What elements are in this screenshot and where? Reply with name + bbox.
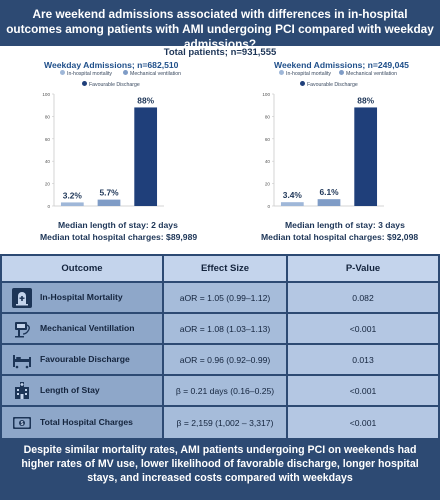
bar [60,202,84,206]
table-row-effect: β = 2,159 (1,002 – 3,317) [164,407,286,438]
legend-swatch [82,81,87,87]
table-row-effect: aOR = 0.96 (0.92–0.99) [164,345,286,374]
bar [280,202,304,206]
weekday-bar-chart: 0 20 40 60 80 100 3.2% 5.7% 88% [42,92,164,209]
column-header-effect-size: Effect Size [164,256,286,281]
outcome-label: Mechanical Ventillation [40,323,135,333]
y-tick-label: 100 [262,92,270,97]
weekday-median-charges: Median total hospital charges: $89,989 [40,232,198,242]
legend-mechanical-ventilation: Mechanical ventilation [123,70,182,77]
legend-label: Mechanical ventilation [130,71,182,77]
hospital-building-icon [15,381,29,399]
legend-mechanical-ventilation: Mechanical ventilation [339,70,398,77]
weekday-chart-title: Weekday Admissions; n=682,510 [44,60,179,70]
legend-swatch [60,70,65,76]
weekend-median-los: Median length of stay: 3 days [285,220,405,230]
legend-label: Mechanical ventilation [346,71,398,77]
legend-favourable-discharge: Favourable Discharge [300,81,358,88]
hospital-bed-icon [13,354,31,368]
table-row-p-value: <0.001 [288,376,438,405]
outcome-label: Length of Stay [40,385,100,395]
y-tick-label: 40 [45,159,51,164]
table-row-outcome: Favourable Discharge [2,345,162,374]
weekday-median-los: Median length of stay: 2 days [58,220,178,230]
table-row-effect: aOR = 1.05 (0.99–1.12) [164,283,286,312]
money-icon: $ [13,416,31,429]
legend-label: Favourable Discharge [307,82,358,88]
bar-value-label: 3.4% [283,190,303,200]
table-row-effect: β = 0.21 days (0.16–0.25) [164,376,286,405]
legend-in-hospital-mortality: In-hospital mortality [60,70,112,77]
legend-in-hospital-mortality: In-hospital mortality [279,70,331,77]
weekend-bar-chart: 0 20 40 60 80 100 3.4% 6.1% 88% [262,92,384,209]
legend-label: In-hospital mortality [67,71,112,77]
conclusion-text: Despite similar mortality rates, AMI pat… [21,444,419,484]
column-header-p-value: P-Value [288,256,438,281]
legend-swatch [300,81,305,87]
outcome-label: In-Hospital Mortality [40,292,123,302]
table-row-p-value: 0.082 [288,283,438,312]
svg-text:$: $ [21,421,24,427]
legend-swatch [123,70,128,76]
table-row-outcome: Length of Stay [2,376,162,405]
bar-value-label: 88% [357,95,374,105]
bar [97,199,121,206]
outcomes-table: Outcome Effect Size P-Value In-Hospital … [0,254,440,440]
y-tick-label: 0 [47,204,50,209]
outcome-label: Favourable Discharge [40,354,130,364]
legend-swatch [279,70,284,76]
column-header-outcome: Outcome [2,256,162,281]
y-tick-label: 40 [265,159,271,164]
y-tick-label: 80 [45,114,51,119]
table-row-p-value: <0.001 [288,407,438,438]
table-row-p-value: <0.001 [288,314,438,343]
total-patients: Total patients; n=931,555 [163,47,277,58]
y-tick-label: 60 [45,137,51,142]
legend-swatch [339,70,344,76]
ventilator-icon [15,321,30,337]
bar [354,107,378,206]
weekend-chart-title: Weekend Admissions; n=249,045 [274,60,409,70]
page-title: Are weekend admissions associated with d… [0,0,440,51]
bar [317,199,341,206]
table-row-outcome: In-Hospital Mortality [2,283,162,312]
table-row-effect: aOR = 1.08 (1.03–1.13) [164,314,286,343]
y-tick-label: 0 [267,204,270,209]
bar-value-label: 88% [137,95,154,105]
legend-favourable-discharge: Favourable Discharge [82,81,140,88]
table-row-outcome: $ Total Hospital Charges [2,407,162,438]
y-tick-label: 80 [265,114,271,119]
y-tick-label: 20 [265,182,271,187]
bar-value-label: 6.1% [319,187,339,197]
legend-label: Favourable Discharge [89,82,140,88]
table-row-outcome: Mechanical Ventillation [2,314,162,343]
y-tick-label: 100 [42,92,50,97]
legend-label: In-hospital mortality [286,71,331,77]
bar-value-label: 5.7% [99,188,119,198]
y-tick-label: 60 [265,137,271,142]
outcome-label: Total Hospital Charges [40,417,133,427]
bar [134,107,158,206]
bar-value-label: 3.2% [63,190,83,200]
y-tick-label: 20 [45,182,51,187]
tombstone-icon [12,287,32,308]
table-row-p-value: 0.013 [288,345,438,374]
weekend-median-charges: Median total hospital charges: $92,098 [261,232,419,242]
